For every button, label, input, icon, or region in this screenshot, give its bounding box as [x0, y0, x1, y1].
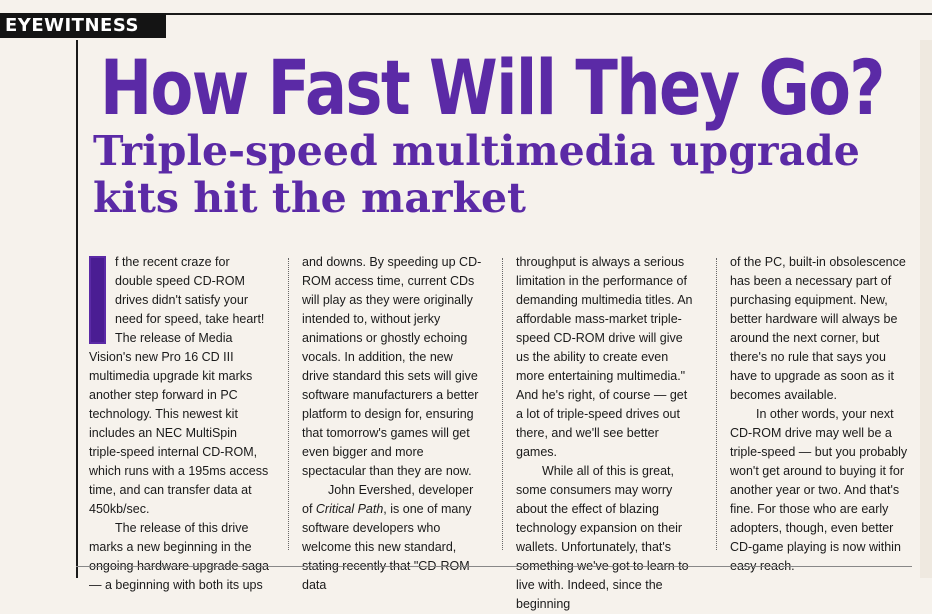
left-rule [76, 40, 78, 578]
column-divider [716, 258, 717, 550]
article-column-1: O f the recent craze for double speed CD… [89, 253, 269, 595]
column-divider [502, 258, 503, 550]
bottom-rule [76, 566, 912, 567]
article-paragraph: In other words, your next CD-ROM drive m… [730, 407, 908, 573]
dropcap: O [89, 256, 106, 344]
article-paragraph: throughput is always a serious limitatio… [516, 255, 693, 459]
headline: How Fast Will They Go? [100, 43, 885, 132]
column-divider [288, 258, 289, 550]
top-rule [166, 13, 932, 15]
article-paragraph: of the PC, built-in obsolescence has bee… [730, 255, 906, 402]
article-paragraph: While all of this is great, some consume… [516, 464, 689, 611]
article-paragraph: and downs. By speeding up CD-ROM access … [302, 255, 482, 478]
subheadline: Triple-speed multimedia upgrade kits hit… [93, 127, 860, 222]
article-column-3: throughput is always a serious limitatio… [516, 253, 696, 614]
page-edge [920, 40, 932, 578]
article-paragraph: O f the recent craze for double speed CD… [89, 253, 269, 519]
paragraph-text: f the recent craze for double speed CD-R… [89, 255, 269, 516]
game-title: Critical Path [315, 502, 384, 516]
article-column-4: of the PC, built-in obsolescence has bee… [730, 253, 910, 576]
article-column-2: and downs. By speeding up CD-ROM access … [302, 253, 482, 595]
paragraph-text: John Evershed, developer of [302, 483, 474, 516]
section-tag: EYEWITNESS [0, 13, 166, 38]
article-paragraph: The release of this drive marks a new be… [89, 521, 269, 592]
